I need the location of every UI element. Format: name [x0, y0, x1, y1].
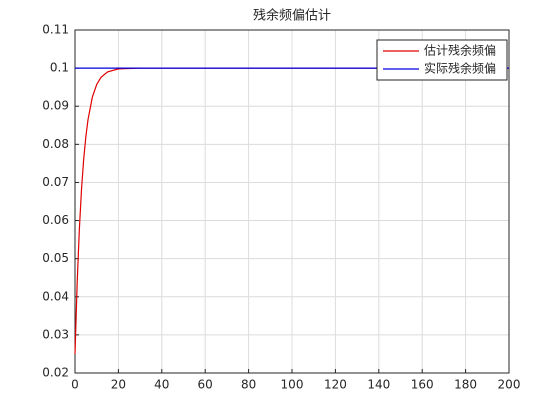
plot-frame: [74, 29, 510, 374]
y-tick-label: 0.09: [42, 99, 69, 113]
y-tick-label: 0.03: [42, 327, 69, 341]
x-tick-label: 40: [154, 378, 169, 392]
x-tick-label: 20: [111, 378, 126, 392]
chart-title: 残余频偏估计: [253, 8, 331, 24]
legend-label: 实际残余频偏: [424, 61, 496, 76]
legend-label: 估计残余频偏: [424, 43, 496, 58]
y-tick-label: 0.1: [50, 61, 69, 75]
x-tick-label: 80: [241, 378, 256, 392]
y-tick-label: 0.11: [42, 23, 69, 37]
x-tick-label: 140: [367, 378, 390, 392]
x-tick-label: 120: [324, 378, 347, 392]
x-tick-label: 100: [281, 378, 304, 392]
y-tick-label: 0.05: [42, 251, 69, 265]
x-tick-label: 0: [71, 378, 79, 392]
y-tick-label: 0.06: [42, 213, 69, 227]
y-tick-label: 0.08: [42, 137, 69, 151]
legend-box: [376, 39, 508, 81]
y-tick-label: 0.04: [42, 289, 69, 303]
x-tick-label: 200: [498, 378, 521, 392]
y-tick-label: 0.07: [42, 175, 69, 189]
x-tick-label: 160: [411, 378, 434, 392]
y-tick-label: 0.02: [42, 366, 69, 380]
x-tick-label: 60: [198, 378, 213, 392]
x-tick-label: 180: [454, 378, 477, 392]
